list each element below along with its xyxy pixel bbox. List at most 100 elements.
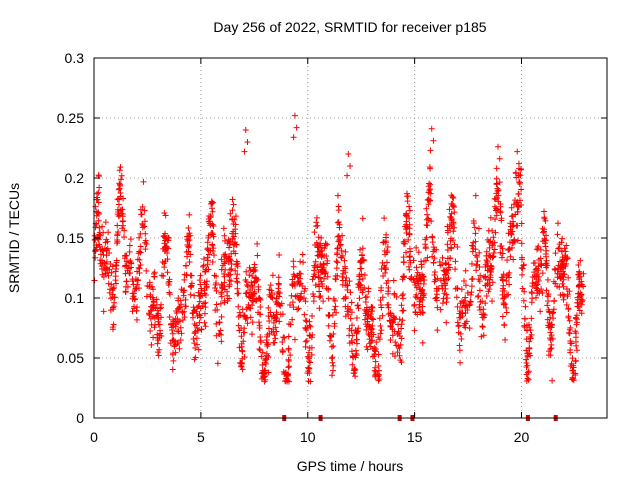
data-point: [186, 237, 193, 244]
data-point: [332, 303, 339, 310]
data-point: [200, 263, 207, 270]
data-point: [455, 323, 462, 330]
data-point: [533, 265, 540, 272]
data-point: [554, 231, 561, 238]
data-point: [161, 260, 168, 267]
data-point: [450, 228, 457, 235]
data-point: [499, 245, 506, 252]
data-point: [221, 286, 228, 293]
data-point: [549, 310, 556, 317]
y-tick-label: 0: [76, 410, 84, 426]
data-point: [393, 342, 400, 349]
data-point: [107, 307, 114, 314]
data-point: [263, 352, 270, 359]
data-point: [451, 241, 458, 248]
data-point: [148, 341, 155, 348]
data-point: [202, 291, 209, 298]
data-point: [333, 251, 340, 258]
data-point: [522, 303, 529, 310]
data-point: [204, 254, 211, 261]
data-point: [383, 231, 390, 238]
data-point: [456, 342, 463, 349]
data-point: [221, 260, 228, 267]
data-point: [444, 241, 451, 248]
data-point: [146, 311, 153, 318]
data-point: [191, 321, 198, 327]
data-point: [560, 273, 567, 280]
data-point: [558, 247, 565, 254]
data-point: [403, 229, 410, 236]
data-point: [238, 333, 245, 340]
data-point: [142, 237, 149, 244]
data-point: [433, 246, 440, 253]
data-point: [185, 225, 192, 232]
data-point: [227, 240, 234, 247]
data-point: [112, 273, 119, 280]
data-point: [333, 258, 340, 265]
data-point: [430, 248, 437, 255]
data-point: [572, 315, 579, 322]
data-point: [96, 184, 103, 191]
data-point: [354, 302, 361, 309]
data-point: [287, 352, 294, 359]
data-point: [99, 257, 106, 264]
data-point: [430, 259, 437, 266]
data-point: [334, 245, 341, 252]
data-point: [472, 192, 479, 199]
data-point: [306, 332, 313, 339]
data-point: [493, 165, 500, 172]
data-point: [238, 363, 245, 370]
data-point: [120, 195, 127, 202]
data-point: [102, 267, 109, 274]
data-point: [169, 330, 176, 337]
data-point: [478, 311, 485, 318]
data-point: [384, 243, 391, 250]
data-point: [527, 335, 534, 342]
x-tick-label: 10: [300, 429, 316, 445]
data-point: [222, 251, 229, 258]
data-point: [422, 241, 429, 248]
data-point: [110, 285, 117, 292]
data-point: [452, 258, 459, 265]
data-point: [92, 248, 99, 255]
data-point: [192, 345, 199, 352]
data-point: [471, 224, 478, 231]
data-point: [357, 246, 364, 253]
data-point: [249, 297, 256, 304]
data-point: [254, 252, 261, 259]
y-tick-label: 0.05: [57, 350, 84, 366]
data-point: [172, 338, 179, 345]
data-point: [300, 259, 307, 266]
data-point: [163, 235, 170, 242]
data-point: [522, 356, 529, 363]
data-point: [267, 282, 274, 289]
data-point: [302, 317, 309, 324]
data-point: [428, 125, 435, 132]
data-point: [181, 287, 188, 294]
data-point: [108, 281, 115, 288]
data-point: [255, 319, 262, 326]
data-point: [147, 293, 154, 300]
data-point: [106, 249, 113, 256]
data-point: [542, 240, 549, 247]
data-point: [423, 205, 430, 212]
data-point: [273, 301, 280, 308]
data-point: [407, 275, 414, 282]
data-point: [325, 313, 332, 320]
data-point: [94, 209, 101, 216]
data-point: [213, 280, 220, 287]
data-point: [572, 357, 579, 364]
data-point: [254, 240, 261, 247]
data-point: [398, 321, 405, 328]
data-point: [187, 251, 194, 258]
data-point: [373, 339, 380, 346]
data-point: [153, 301, 160, 308]
data-point: [334, 259, 341, 266]
data-point: [346, 332, 353, 339]
data-point: [116, 180, 123, 187]
data-point: [365, 285, 372, 292]
data-point: [387, 336, 394, 343]
data-point: [384, 302, 391, 309]
data-point: [285, 333, 292, 340]
data-point: [421, 277, 428, 284]
